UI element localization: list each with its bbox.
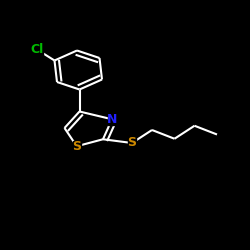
Bar (73, 141, 81, 152)
Bar (108, 114, 116, 124)
Text: S: S (128, 136, 136, 149)
Bar (32, 44, 42, 55)
Text: N: N (107, 113, 117, 126)
Bar (128, 138, 136, 148)
Text: Cl: Cl (30, 43, 44, 56)
Text: S: S (72, 140, 81, 153)
